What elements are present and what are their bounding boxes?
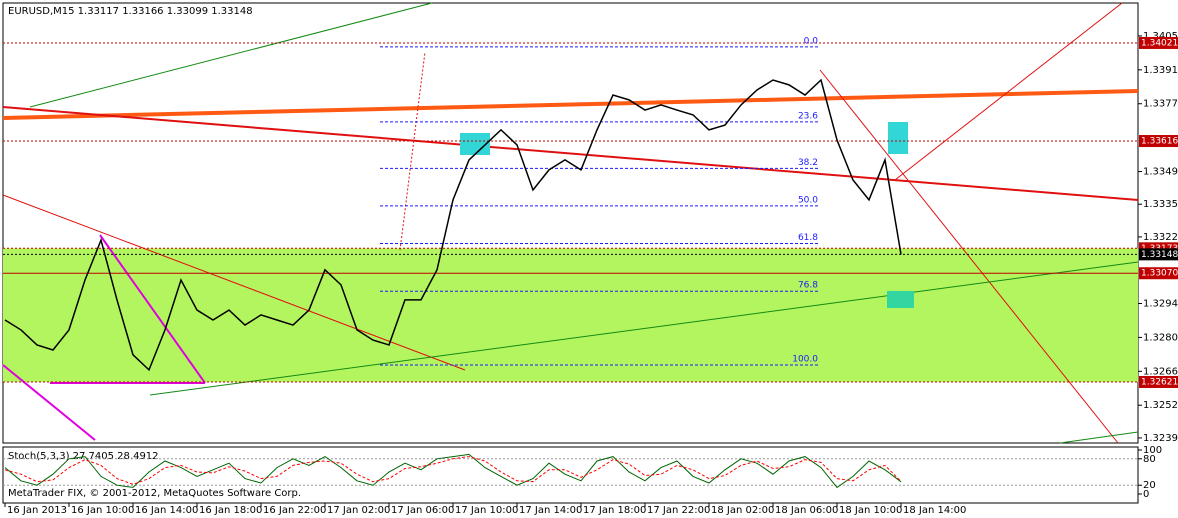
- x-tick-label: 17 Jan 10:00: [455, 505, 518, 516]
- y-tick-label: 1.32805: [1143, 332, 1178, 343]
- x-tick-label: 16 Jan 10:00: [71, 505, 134, 516]
- highlight-box: [887, 291, 914, 308]
- level-tag: [1139, 135, 1178, 148]
- chart-title: EURUSD,M15 1.33117 1.33166 1.33099 1.331…: [8, 6, 253, 17]
- fib-label: 38.2: [798, 158, 818, 168]
- level-label: 1.33070: [1141, 269, 1178, 279]
- y-tick-label: 1.33355: [1143, 199, 1178, 210]
- highlight-box: [460, 133, 490, 155]
- level-label: 1.34021: [1141, 38, 1178, 48]
- x-tick-label: 18 Jan 14:00: [903, 505, 966, 516]
- x-tick-label: 18 Jan 10:00: [839, 505, 902, 516]
- trend-line: [2, 89, 1139, 120]
- trend-line: [149, 261, 1139, 396]
- series-line: [4, 453, 902, 489]
- fib-label: 23.6: [798, 111, 818, 121]
- level-tag: [1139, 36, 1178, 49]
- level-label: 1.33148: [1141, 250, 1178, 260]
- y-tick-label: 1.32390: [1143, 433, 1178, 444]
- trend-line: [1059, 431, 1139, 444]
- fib-label: 100.0: [792, 355, 818, 365]
- fib-label: 76.8: [798, 281, 818, 291]
- level-label: 1.33616: [1141, 137, 1178, 147]
- x-tick-label: 17 Jan 06:00: [391, 505, 454, 516]
- fib-label: 0.0: [804, 36, 819, 46]
- x-tick-label: 18 Jan 06:00: [775, 505, 838, 516]
- level-label: 1.32621: [1141, 377, 1178, 387]
- y-tick-label: 0: [1143, 489, 1149, 500]
- level-tag: [1139, 248, 1178, 261]
- x-tick-label: 17 Jan 18:00: [583, 505, 646, 516]
- y-tick-label: 1.34050: [1143, 31, 1178, 42]
- triangle-line: [99, 234, 206, 384]
- y-tick-label: 1.32665: [1143, 366, 1178, 377]
- y-tick-label: 100: [1143, 445, 1162, 456]
- trend-line: [894, 2, 1123, 181]
- stoch-frame: [2, 446, 1139, 504]
- x-tick-label: 16 Jan 2013: [7, 505, 67, 516]
- fib-label: 61.8: [798, 233, 818, 243]
- fib-label: 50.0: [798, 195, 818, 205]
- series-line: [4, 78, 902, 372]
- x-tick-label: 17 Jan 02:00: [327, 505, 390, 516]
- y-tick-label: 1.32945: [1143, 299, 1178, 310]
- x-tick-label: 18 Jan 02:00: [711, 505, 774, 516]
- series-line: [4, 456, 902, 485]
- x-tick-label: 17 Jan 14:00: [519, 505, 582, 516]
- drawings: [2, 2, 1139, 444]
- x-tick-label: 17 Jan 22:00: [647, 505, 710, 516]
- x-tick-label: 16 Jan 18:00: [199, 505, 262, 516]
- price-frame: [2, 2, 1139, 444]
- x-tick-label: 16 Jan 14:00: [135, 505, 198, 516]
- y-tick-label: 1.33490: [1143, 167, 1178, 178]
- highlight-box: [888, 122, 908, 154]
- trend-line: [2, 194, 466, 371]
- level-tag: [1139, 267, 1178, 280]
- y-tick-label: 1.33770: [1143, 99, 1178, 110]
- y-tick-label: 20: [1143, 480, 1156, 491]
- level-tag: [1139, 375, 1178, 388]
- footer: MetaTrader FIX, © 2001-2012, MetaQuotes …: [8, 488, 301, 499]
- trend-line: [29, 2, 433, 108]
- fib-anchor: [399, 51, 426, 251]
- trend-line: [819, 69, 1119, 444]
- zone: [3, 248, 1138, 382]
- x-tick-label: 16 Jan 22:00: [263, 505, 326, 516]
- trend-line: [2, 106, 1139, 201]
- triangle-line: [2, 364, 96, 441]
- y-tick-label: 1.33910: [1143, 65, 1178, 76]
- y-tick-label: 80: [1143, 454, 1156, 465]
- y-tick-label: 1.33220: [1143, 232, 1178, 243]
- y-tick-label: 1.32525: [1143, 400, 1178, 411]
